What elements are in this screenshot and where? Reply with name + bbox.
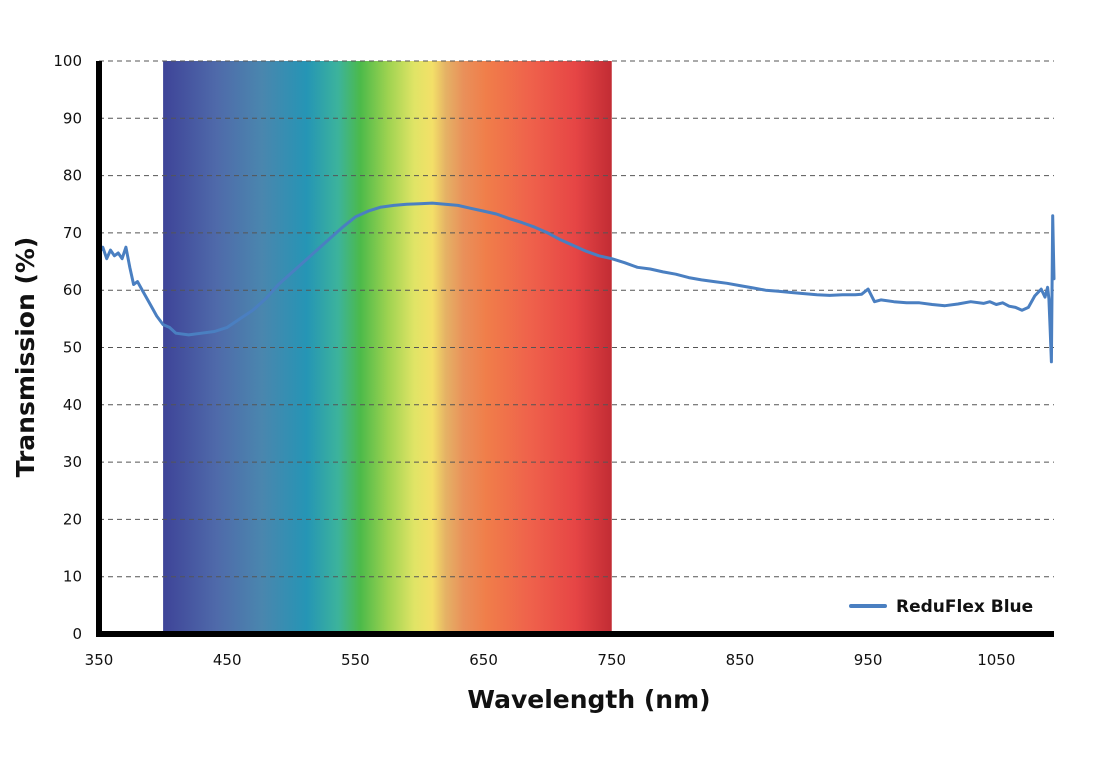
series-line-reduflex-blue [97, 201, 1056, 364]
y-tick-label: 100 [53, 52, 82, 70]
x-tick-label: 750 [597, 651, 626, 669]
y-tick-label: 10 [63, 568, 82, 586]
x-axis-title: Wavelength (nm) [467, 685, 710, 714]
x-tick-label: 1050 [977, 651, 1015, 669]
y-tick-label: 90 [63, 109, 82, 127]
y-tick-label: 0 [72, 625, 82, 643]
x-axis-ticks: 350 450 550 650 750 850 950 1050 [85, 651, 1016, 669]
y-tick-label: 70 [63, 224, 82, 242]
y-axis-ticks: 0 10 20 30 40 50 60 70 80 90 100 [53, 52, 82, 643]
x-tick-label: 950 [854, 651, 883, 669]
y-tick-label: 60 [63, 281, 82, 299]
x-tick-label: 650 [469, 651, 498, 669]
x-tick-label: 450 [213, 651, 242, 669]
y-tick-label: 50 [63, 339, 82, 357]
gridlines [99, 60, 1054, 578]
x-tick-label: 550 [341, 651, 370, 669]
x-tick-label: 350 [85, 651, 114, 669]
y-tick-label: 80 [63, 167, 82, 185]
legend-label: ReduFlex Blue [896, 597, 1033, 617]
y-tick-label: 30 [63, 453, 82, 471]
legend: ReduFlex Blue [849, 597, 1033, 617]
x-tick-label: 850 [726, 651, 755, 669]
y-tick-label: 40 [63, 396, 82, 414]
y-axis-title: Transmission (%) [11, 237, 40, 478]
y-tick-label: 20 [63, 510, 82, 528]
